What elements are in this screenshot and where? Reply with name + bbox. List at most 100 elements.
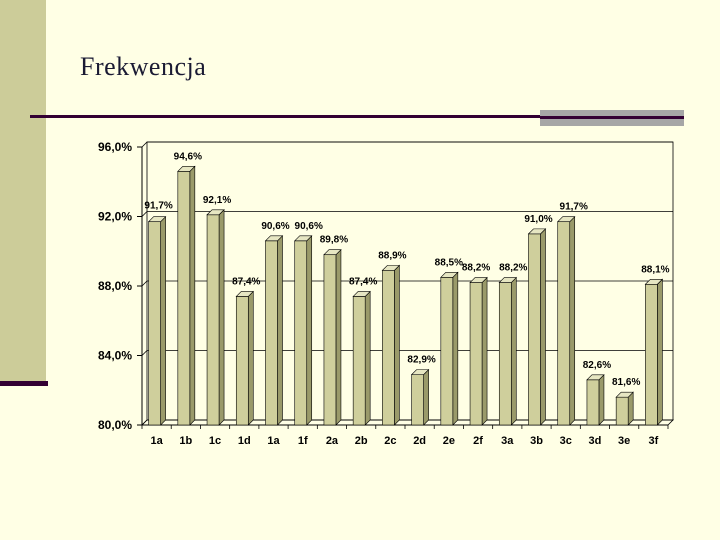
gridline-depth bbox=[141, 211, 148, 217]
gridline-depth bbox=[141, 419, 148, 426]
bar bbox=[469, 282, 483, 426]
bar-top bbox=[644, 278, 664, 285]
bar-top bbox=[293, 235, 313, 242]
x-tick-label: 3e bbox=[618, 435, 630, 447]
data-label: 82,9% bbox=[407, 355, 435, 366]
bar bbox=[498, 282, 512, 426]
bar-top bbox=[498, 277, 518, 283]
bar-top bbox=[206, 209, 225, 216]
bar bbox=[235, 296, 249, 426]
bar-side bbox=[627, 391, 634, 426]
x-tick-label: 3d bbox=[589, 435, 602, 447]
bar bbox=[323, 254, 337, 426]
x-tick-label: 2c bbox=[384, 435, 396, 447]
x-tick-label: 1a bbox=[267, 435, 280, 447]
bar-side bbox=[569, 215, 576, 426]
bar-top bbox=[147, 216, 167, 223]
gridline-depth bbox=[141, 141, 148, 148]
x-tick-label: 3c bbox=[560, 435, 572, 447]
y-tick-label: 88,0% bbox=[98, 279, 132, 293]
bar-side bbox=[423, 368, 429, 426]
bar-side bbox=[218, 209, 225, 426]
bar-top bbox=[615, 391, 634, 398]
data-label: 89,8% bbox=[320, 235, 348, 246]
data-label: 87,4% bbox=[349, 276, 377, 287]
data-label: 88,2% bbox=[499, 263, 527, 274]
bar-top bbox=[264, 235, 284, 242]
bar bbox=[440, 277, 454, 426]
y-tick-label: 84,0% bbox=[98, 349, 132, 363]
bar-top bbox=[235, 291, 255, 297]
bar-top bbox=[586, 374, 605, 381]
bar bbox=[352, 296, 366, 426]
bar-side bbox=[540, 228, 546, 426]
data-label: 91,7% bbox=[560, 202, 588, 213]
data-label: 87,4% bbox=[232, 276, 260, 287]
data-label: 92,1% bbox=[203, 195, 231, 206]
x-tick-label: 2b bbox=[355, 435, 368, 447]
data-label: 82,6% bbox=[583, 360, 611, 371]
x-tick-label: 1d bbox=[238, 435, 251, 447]
data-label: 88,2% bbox=[462, 263, 490, 274]
bar-top bbox=[352, 291, 371, 297]
bar-side bbox=[277, 235, 283, 426]
bar-side bbox=[160, 215, 166, 426]
title-divider-accent-line bbox=[540, 116, 684, 119]
bar-side bbox=[452, 271, 459, 426]
bar bbox=[645, 283, 658, 426]
bar bbox=[148, 221, 161, 426]
data-label: 90,6% bbox=[261, 221, 289, 232]
bar-side bbox=[598, 374, 605, 426]
data-label: 91,7% bbox=[144, 201, 172, 212]
data-label: 81,6% bbox=[612, 377, 640, 388]
slide-title: Frekwencja bbox=[80, 52, 207, 81]
bar-side bbox=[335, 249, 342, 426]
x-tick-label: 2d bbox=[413, 435, 426, 447]
accent-bar-base bbox=[0, 381, 48, 386]
accent-side-bar bbox=[0, 0, 46, 383]
y-tick-label: 92,0% bbox=[98, 210, 132, 224]
bar bbox=[177, 171, 191, 426]
bar-side bbox=[189, 165, 196, 426]
gridline-depth bbox=[141, 280, 148, 287]
bar-side bbox=[306, 235, 313, 426]
bar-top bbox=[381, 265, 401, 271]
x-tick-label: 3f bbox=[648, 435, 658, 447]
bar-top bbox=[410, 369, 430, 375]
bar bbox=[528, 233, 541, 426]
data-label: 90,6% bbox=[295, 221, 323, 232]
x-tick-label: 1c bbox=[209, 435, 221, 447]
bar bbox=[206, 214, 220, 426]
bar-top bbox=[556, 216, 576, 223]
x-tick-label: 1f bbox=[298, 435, 308, 447]
x-tick-label: 2a bbox=[326, 435, 339, 447]
bar bbox=[557, 221, 571, 426]
x-tick-label: 1a bbox=[150, 435, 163, 447]
data-label: 88,1% bbox=[641, 264, 669, 275]
bar-side bbox=[247, 290, 254, 426]
x-tick-label: 2f bbox=[473, 435, 483, 447]
bar bbox=[615, 396, 629, 426]
x-tick-label: 3b bbox=[530, 435, 543, 447]
bar-side bbox=[510, 276, 517, 426]
bar-side bbox=[481, 276, 488, 426]
bar-side bbox=[394, 264, 400, 426]
bar-side bbox=[657, 278, 663, 426]
x-tick-label: 2e bbox=[443, 435, 455, 447]
gridline-depth bbox=[141, 350, 148, 356]
bar-side bbox=[364, 290, 371, 426]
bar bbox=[411, 374, 424, 426]
bar bbox=[265, 240, 278, 426]
bar bbox=[294, 240, 308, 426]
data-label: 88,5% bbox=[435, 257, 463, 268]
title-divider bbox=[30, 115, 540, 118]
data-label: 94,6% bbox=[174, 151, 202, 162]
bar-top bbox=[440, 272, 459, 278]
bar bbox=[382, 270, 395, 426]
y-tick-label: 96,0% bbox=[98, 140, 132, 154]
bar-top bbox=[177, 166, 196, 172]
x-tick-label: 1b bbox=[179, 435, 192, 447]
data-label: 88,9% bbox=[378, 250, 406, 261]
bar bbox=[586, 379, 600, 426]
